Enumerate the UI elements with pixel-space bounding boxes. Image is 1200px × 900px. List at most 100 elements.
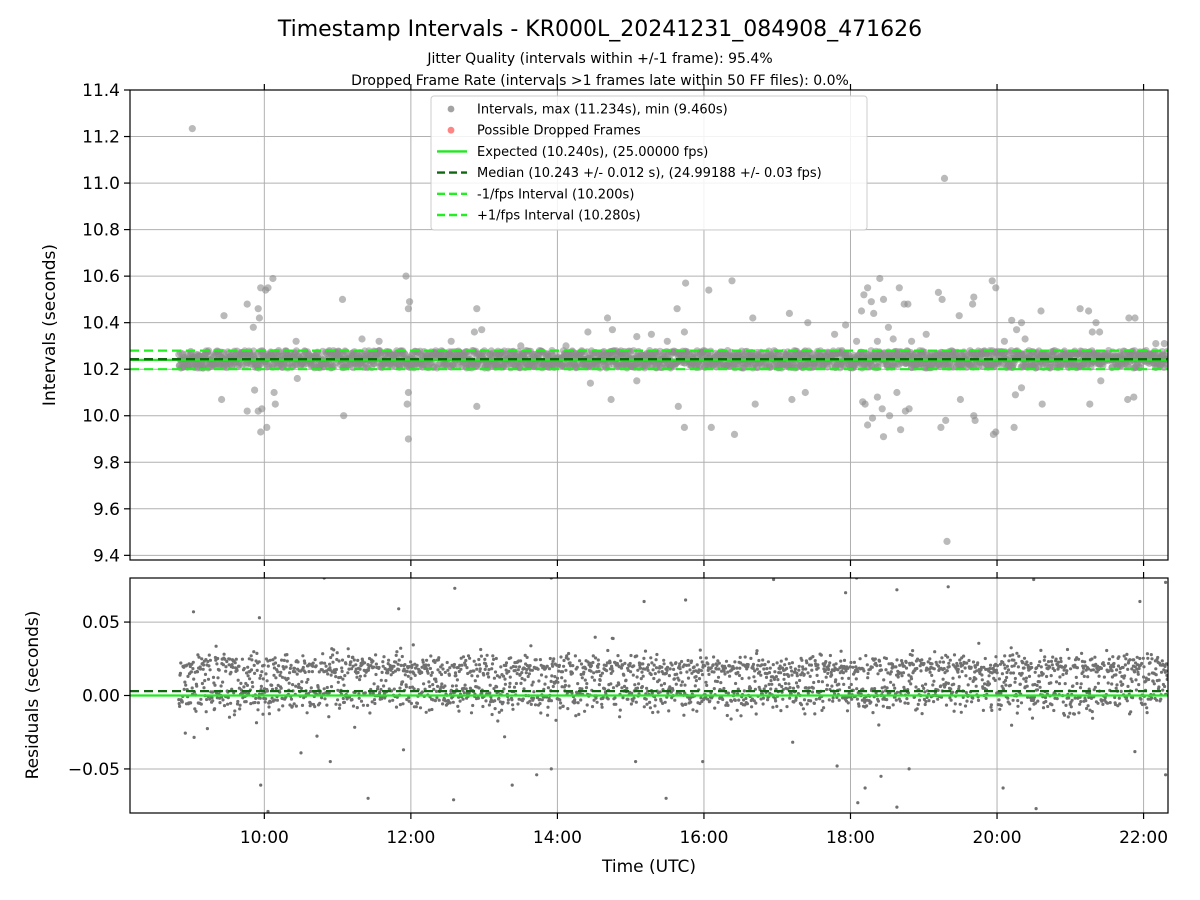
residual-point (865, 663, 869, 667)
residual-point (760, 663, 764, 667)
residual-point (1004, 683, 1008, 687)
residual-point (513, 669, 517, 673)
residual-point (768, 666, 772, 670)
residual-point (920, 712, 924, 716)
residual-point (600, 671, 605, 675)
residual-point (811, 655, 815, 659)
residual-point (774, 675, 779, 679)
residual-point (645, 666, 650, 670)
residual-point (1037, 674, 1041, 678)
residual-point (523, 653, 527, 658)
residual-point (1003, 678, 1008, 683)
residual-point (1016, 665, 1021, 669)
residual-point (199, 702, 203, 706)
residual-point (378, 690, 382, 694)
residual-point (249, 668, 254, 672)
interval-points-outliers (188, 125, 1168, 546)
interval-outlier-point (934, 288, 943, 296)
residual-point (686, 676, 691, 680)
residual-point (839, 649, 843, 653)
residual-point (904, 660, 908, 665)
residual-point (231, 665, 235, 670)
residual-point (811, 686, 815, 690)
residual-point (938, 660, 942, 664)
residual-point (493, 699, 497, 703)
residual-point (1071, 684, 1075, 688)
residual-point (635, 686, 640, 690)
residual-point (399, 646, 403, 650)
residual-point (593, 635, 597, 639)
residual-point (575, 665, 579, 669)
residual-point (437, 698, 441, 702)
residual-point (515, 672, 519, 676)
residual-point (674, 682, 678, 686)
residual-point (844, 669, 848, 673)
residual-point (716, 659, 720, 663)
residual-point (1005, 670, 1009, 675)
residual-point (748, 686, 753, 691)
residual-point (1078, 686, 1083, 690)
residual-point (876, 672, 880, 676)
residual-point (700, 673, 705, 677)
residual-point (648, 706, 653, 710)
residual-point (292, 702, 296, 706)
residual-point (1039, 665, 1043, 669)
residual-point (573, 654, 578, 658)
residual-point (504, 668, 508, 672)
residual-point (258, 696, 262, 700)
residual-point (229, 701, 233, 705)
y-tick-label-7: 10.8 (82, 221, 120, 241)
residual-point (798, 678, 802, 683)
residual-point (557, 663, 562, 667)
y-tick-label-8: 11.0 (82, 174, 120, 194)
residual-point (827, 664, 831, 668)
residual-point (657, 678, 661, 682)
residual-point (511, 664, 515, 669)
residual-point (205, 727, 209, 731)
residual-point (621, 663, 625, 667)
residual-point (751, 666, 755, 671)
residual-point (538, 697, 542, 701)
interval-outlier-point (586, 379, 595, 387)
residual-point (303, 661, 307, 665)
intervals-panel: 9.49.69.810.010.210.410.610.811.011.211.… (40, 81, 1169, 566)
residual-point (194, 709, 198, 713)
residual-point (880, 686, 884, 690)
residual-point (1055, 697, 1059, 701)
residual-point (406, 674, 410, 678)
residual-point (439, 672, 444, 677)
residual-point (665, 668, 669, 673)
residual-point (478, 667, 482, 671)
interval-outlier-point (908, 337, 916, 345)
residual-point (1003, 654, 1007, 658)
residual-point (930, 673, 934, 678)
residual-point (307, 670, 311, 674)
residual-point (279, 670, 283, 675)
residual-point (862, 669, 866, 673)
residuals-panel: 10:00 12:00 14:00 16:00 18:00 20:00 22:00−0.05… (23, 572, 1169, 877)
residual-point (1035, 666, 1039, 670)
residual-point (689, 700, 693, 704)
residual-point (1079, 700, 1083, 704)
residual-point (407, 699, 411, 703)
residual-point (761, 658, 765, 662)
residual-point (256, 701, 260, 705)
residual-point (519, 681, 523, 686)
residual-points (177, 578, 1168, 813)
residual-point (755, 649, 759, 653)
residual-point (826, 671, 830, 676)
residual-point (831, 696, 835, 700)
residual-point (289, 697, 294, 701)
residual-point (363, 661, 367, 665)
residual-point (849, 682, 853, 687)
residual-point (709, 666, 713, 670)
residual-point (1072, 712, 1076, 716)
residual-point (509, 666, 513, 670)
residual-point (919, 669, 923, 673)
intervals-legend: Intervals, max (11.234s), min (9.460s)Po… (430, 95, 868, 231)
residual-point (715, 667, 719, 671)
residual-point (270, 696, 274, 700)
residual-point (875, 664, 879, 668)
residual-point (672, 677, 677, 681)
y-tick-label-6: 10.6 (82, 267, 120, 287)
